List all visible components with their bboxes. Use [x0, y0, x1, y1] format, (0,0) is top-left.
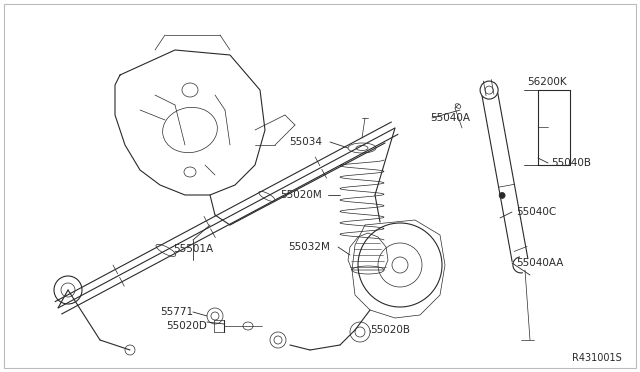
Text: 55034: 55034: [289, 137, 322, 147]
Text: 55020B: 55020B: [370, 325, 410, 335]
Circle shape: [499, 192, 505, 198]
Text: 55040C: 55040C: [516, 207, 556, 217]
Text: 55040B: 55040B: [551, 158, 591, 168]
Text: 55771: 55771: [160, 307, 193, 317]
Text: 55040AA: 55040AA: [516, 258, 563, 268]
Text: 55020D: 55020D: [166, 321, 207, 331]
Text: 56200K: 56200K: [527, 77, 566, 87]
Text: 55501A: 55501A: [173, 244, 213, 254]
Text: 55020M: 55020M: [280, 190, 322, 200]
Text: 55032M: 55032M: [288, 242, 330, 252]
Text: 55040A: 55040A: [430, 113, 470, 123]
Text: R431001S: R431001S: [572, 353, 622, 363]
